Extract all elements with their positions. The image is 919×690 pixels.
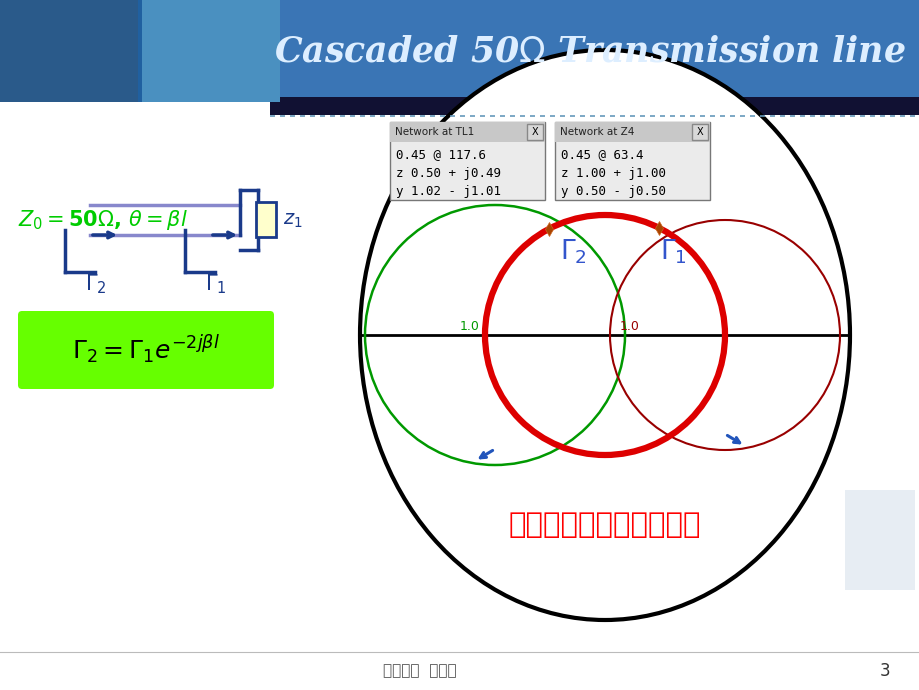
Text: 1.0: 1.0: [460, 320, 480, 333]
FancyBboxPatch shape: [691, 124, 708, 140]
FancyBboxPatch shape: [255, 202, 276, 237]
Text: $\Gamma_2$: $\Gamma_2$: [85, 272, 107, 295]
Text: 0.45 @ 63.4: 0.45 @ 63.4: [561, 148, 642, 161]
Text: 中華大學  通訊系: 中華大學 通訊系: [383, 664, 457, 678]
Text: 以原點為中心順時鐘畫圓: 以原點為中心順時鐘畫圓: [508, 511, 700, 539]
FancyBboxPatch shape: [390, 122, 544, 142]
Ellipse shape: [359, 50, 849, 620]
Text: z 0.50 + j0.49: z 0.50 + j0.49: [395, 166, 501, 179]
FancyBboxPatch shape: [390, 122, 544, 200]
Text: $\Gamma_1$: $\Gamma_1$: [659, 238, 686, 266]
FancyBboxPatch shape: [269, 97, 919, 115]
Text: $\Gamma_2$: $\Gamma_2$: [560, 238, 586, 266]
Text: Cascaded 50$\Omega$ Transmission line: Cascaded 50$\Omega$ Transmission line: [274, 34, 905, 68]
Text: X: X: [531, 127, 538, 137]
Text: y 0.50 - j0.50: y 0.50 - j0.50: [561, 184, 665, 197]
FancyBboxPatch shape: [844, 490, 914, 590]
Text: $Z_0$$=$50$\Omega$, $\theta$$=$$\beta$$l$: $Z_0$$=$50$\Omega$, $\theta$$=$$\beta$$l…: [18, 208, 187, 232]
Text: 0.45 @ 117.6: 0.45 @ 117.6: [395, 148, 485, 161]
FancyBboxPatch shape: [554, 122, 709, 200]
Text: 3: 3: [879, 662, 890, 680]
Text: $\Gamma_1$: $\Gamma_1$: [205, 272, 226, 295]
Text: Network at TL1: Network at TL1: [394, 127, 473, 137]
FancyBboxPatch shape: [138, 0, 142, 102]
Text: y 1.02 - j1.01: y 1.02 - j1.01: [395, 184, 501, 197]
Text: z 1.00 + j1.00: z 1.00 + j1.00: [561, 166, 665, 179]
FancyBboxPatch shape: [527, 124, 542, 140]
Text: $\Gamma_2 = \Gamma_1 e^{-2j\beta l}$: $\Gamma_2 = \Gamma_1 e^{-2j\beta l}$: [72, 334, 220, 366]
Text: X: X: [696, 127, 702, 137]
FancyBboxPatch shape: [0, 0, 919, 102]
Text: Network at Z4: Network at Z4: [560, 127, 634, 137]
FancyBboxPatch shape: [140, 0, 279, 102]
FancyBboxPatch shape: [18, 311, 274, 389]
Text: 1.0: 1.0: [619, 320, 640, 333]
FancyBboxPatch shape: [0, 0, 140, 102]
Text: $z_1$: $z_1$: [283, 210, 302, 230]
FancyBboxPatch shape: [554, 122, 709, 142]
